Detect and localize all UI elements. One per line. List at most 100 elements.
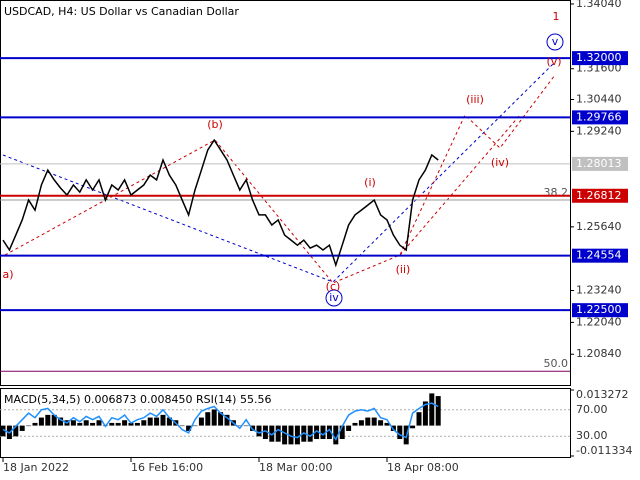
wave-label: v	[552, 35, 559, 48]
macd-bar	[371, 417, 377, 426]
wave-label: (ii)	[396, 263, 411, 276]
macd-bar	[358, 420, 364, 426]
level-box	[572, 248, 628, 263]
macd-bar	[32, 422, 38, 426]
macd-bar	[435, 396, 441, 426]
level-label: 1.22500	[576, 303, 622, 316]
macd-bar	[109, 422, 115, 426]
y-tick-label: 1.22040	[576, 315, 622, 328]
wave-circle	[546, 33, 564, 51]
macd-bar	[378, 420, 384, 426]
macd-bar	[275, 425, 281, 442]
macd-bar	[282, 425, 288, 445]
wave-label: (v)	[546, 55, 561, 68]
macd-bar	[397, 425, 403, 440]
wave-label: (iv)	[491, 156, 509, 169]
macd-bar	[0, 425, 6, 437]
macd-bar	[237, 425, 243, 427]
macd-bar	[333, 425, 339, 445]
y-tick-label: 1.29240	[576, 124, 622, 137]
macd-bar	[26, 425, 32, 427]
macd-bar	[51, 414, 57, 426]
macd-bar	[128, 422, 134, 426]
level-box	[572, 188, 628, 203]
macd-bar	[58, 417, 64, 426]
x-tick-label: 18 Jan 2022	[3, 461, 69, 474]
level-label: 1.26812	[576, 189, 622, 202]
wave-path	[399, 114, 521, 256]
macd-bar	[269, 425, 275, 442]
level-label: 1.29766	[576, 110, 622, 123]
macd-bar	[96, 420, 102, 426]
macd-bar	[410, 425, 416, 429]
wave-label: (b)	[207, 118, 223, 131]
y-tick-label: 30.00	[576, 429, 608, 442]
level-box	[572, 51, 628, 66]
price-line	[2, 138, 439, 268]
macd-bar	[326, 425, 332, 440]
level-box	[572, 303, 628, 318]
macd-bar	[422, 401, 428, 426]
macd-bar	[352, 422, 358, 426]
macd-bar	[160, 414, 166, 426]
macd-bar	[262, 425, 268, 440]
macd-bar	[218, 412, 224, 426]
macd-bar	[13, 425, 19, 437]
main-panel	[0, 0, 571, 386]
macd-bar	[243, 425, 249, 427]
macd-bar	[38, 417, 44, 426]
macd-bar	[256, 425, 262, 437]
macd-bar	[122, 420, 128, 426]
chart-title: USDCAD, H4: US Dollar vs Canadian Dollar	[4, 5, 239, 18]
y-tick-label: 1.23240	[576, 284, 622, 297]
y-tick-label: 70.00	[576, 403, 608, 416]
macd-bar	[211, 409, 217, 426]
macd-bar	[224, 414, 230, 426]
y-tick-label: 1.30440	[576, 93, 622, 106]
macd-bar	[192, 425, 198, 427]
wave-label: (iii)	[466, 93, 484, 106]
wave-circle	[325, 289, 343, 307]
x-tick-label: 18 Apr 08:00	[387, 461, 459, 474]
wave-label: 1	[553, 10, 560, 23]
wave-path	[4, 74, 556, 284]
macd-bar	[429, 393, 435, 426]
y-tick-label: 0.013272	[576, 388, 629, 401]
macd-bar	[346, 425, 352, 431]
price-box	[572, 156, 628, 171]
wave-label: (i)	[364, 176, 376, 189]
level-label: 1.24554	[576, 249, 622, 262]
y-tick-label: 1.25640	[576, 220, 622, 233]
macd-bar	[45, 414, 51, 426]
macd-bar	[70, 420, 76, 426]
macd-bar	[320, 425, 326, 440]
y-tick-label: 1.20840	[576, 347, 622, 360]
fib-label: 38.2	[544, 186, 569, 199]
macd-bar	[147, 417, 153, 426]
rsi-line	[2, 402, 439, 442]
y-tick-label: 1.34040	[576, 0, 622, 10]
wave-label: (c)	[326, 280, 341, 293]
macd-bar	[198, 417, 204, 426]
macd-bar	[141, 420, 147, 426]
macd-bar	[166, 417, 172, 426]
wave-label: iv	[329, 291, 339, 304]
level-label: 1.32000	[576, 51, 622, 64]
macd-bar	[288, 425, 294, 445]
macd-bar	[154, 417, 160, 426]
macd-bar	[294, 425, 300, 445]
level-box	[572, 110, 628, 125]
macd-bar	[307, 425, 313, 442]
macd-bar	[134, 422, 140, 426]
macd-bar	[384, 422, 390, 426]
sub-panel	[0, 388, 571, 458]
wave-label: a)	[2, 268, 13, 281]
macd-bar	[205, 412, 211, 426]
macd-bar	[90, 422, 96, 426]
x-tick-label: 16 Feb 16:00	[131, 461, 203, 474]
macd-bar	[339, 425, 345, 440]
fib-label: 50.0	[544, 357, 569, 370]
macd-bar	[77, 422, 83, 426]
